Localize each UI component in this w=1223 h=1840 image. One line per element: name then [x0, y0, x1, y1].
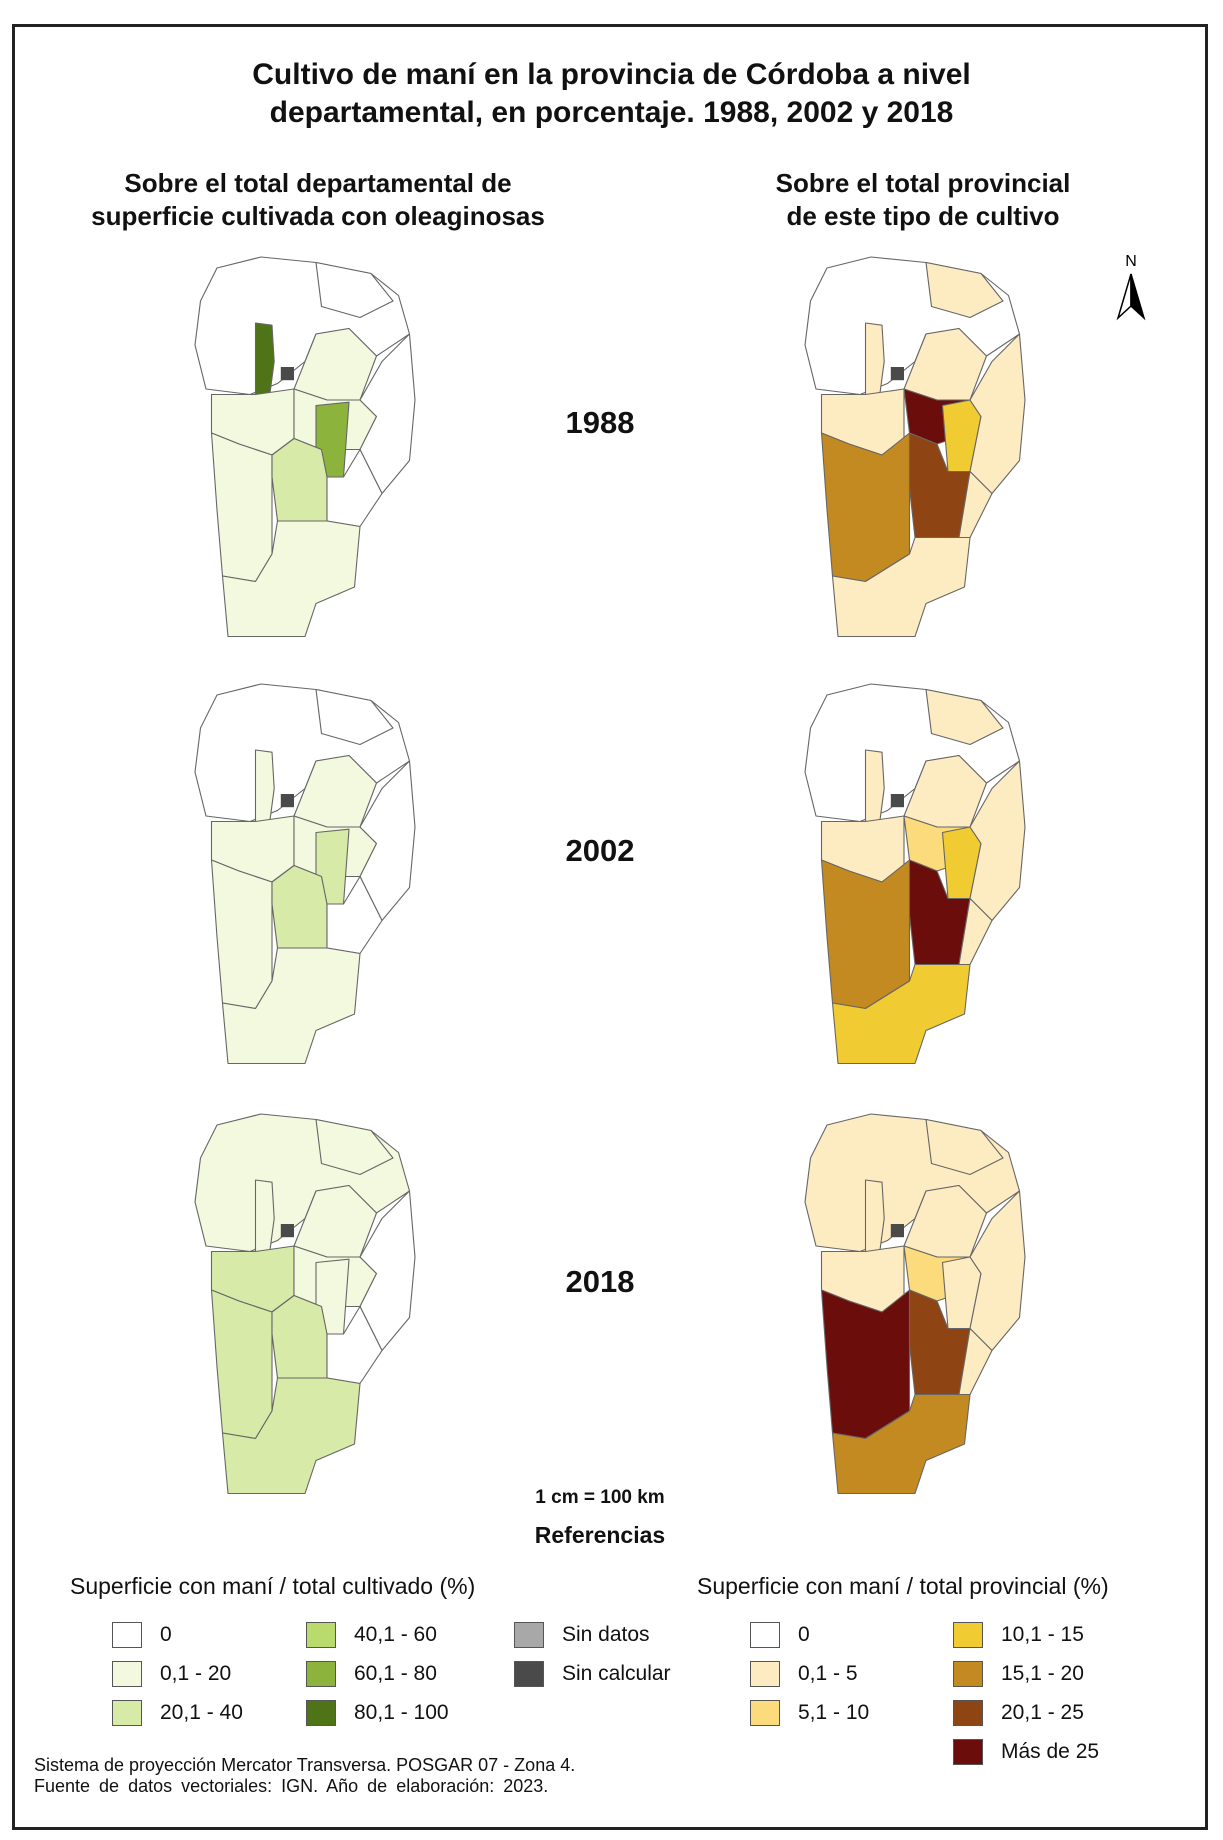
left-column-title: Sobre el total departamental de superfic… [91, 168, 545, 231]
legend-right-item: 0,1 - 5 [750, 1660, 858, 1688]
legend-left-item: Sin calcular [514, 1660, 671, 1688]
capital-marker [890, 367, 904, 381]
map-left-1988 [194, 256, 416, 638]
year-label-1988: 1988 [565, 405, 635, 440]
department-region [315, 261, 394, 319]
legend-swatch [306, 1700, 336, 1726]
legend-right-title: Superficie con maní / total provincial (… [697, 1573, 1109, 1599]
map-right-2002 [804, 683, 1026, 1065]
legend-swatch [953, 1739, 983, 1765]
map-frame [12, 24, 1208, 1830]
legend-swatch [750, 1622, 780, 1648]
capital-marker [280, 794, 294, 808]
map-right-1988 [804, 256, 1026, 638]
legend-left-item: 60,1 - 80 [306, 1660, 437, 1688]
department-region [254, 1179, 275, 1253]
department-region [221, 520, 361, 638]
legend-left-item: 80,1 - 100 [306, 1699, 449, 1727]
department-region [831, 963, 971, 1065]
legend-swatch [306, 1622, 336, 1648]
right-column-title: Sobre el total provincial de este tipo d… [775, 168, 1071, 231]
legend-swatch [953, 1700, 983, 1726]
legend-right-item: 20,1 - 25 [953, 1699, 1084, 1727]
department-region [315, 1118, 394, 1176]
source-note: Sistema de proyección Mercator Transvers… [34, 1755, 576, 1796]
department-region [254, 749, 275, 823]
department-region [925, 1118, 1004, 1176]
capital-marker [890, 794, 904, 808]
legend-left-item: 0,1 - 20 [112, 1660, 231, 1688]
map-left-2018 [194, 1113, 416, 1495]
legend-right-item: 15,1 - 20 [953, 1660, 1084, 1688]
legend-swatch [514, 1661, 544, 1687]
department-region [925, 261, 1004, 319]
department-region [969, 333, 1026, 495]
legend-swatch [112, 1622, 142, 1648]
legend-right-item: 0 [750, 1621, 810, 1649]
legend-left-item: Sin datos [514, 1621, 650, 1649]
legend-left-title: Superficie con maní / total cultivado (%… [70, 1573, 476, 1599]
department-region [831, 1393, 971, 1495]
department-region [221, 947, 361, 1065]
legend-swatch [750, 1700, 780, 1726]
department-region [864, 322, 885, 396]
department-region [210, 859, 273, 1010]
department-region [221, 1377, 361, 1495]
north-label: N [1125, 253, 1137, 270]
department-region [315, 688, 394, 746]
legend-swatch [514, 1622, 544, 1648]
department-region [925, 688, 1004, 746]
department-region [210, 432, 273, 583]
map-right-2018 [804, 1113, 1026, 1495]
department-region [254, 322, 275, 396]
department-region [359, 760, 416, 922]
capital-marker [280, 1224, 294, 1238]
north-arrow-icon: N [1116, 253, 1146, 321]
department-region [969, 1190, 1026, 1352]
references-label: Referencias [534, 1522, 666, 1548]
legend-left-item: 0 [112, 1621, 172, 1649]
map-title: Cultivo de maní en la provincia de Córdo… [252, 58, 971, 129]
department-region [271, 437, 328, 522]
legend-left-item: 40,1 - 60 [306, 1621, 437, 1649]
legend-left-item: 20,1 - 40 [112, 1699, 243, 1727]
department-region [271, 864, 328, 949]
scale-label: 1 cm = 100 km [535, 1487, 665, 1508]
legend-swatch [112, 1661, 142, 1687]
department-region [820, 1289, 911, 1440]
legend-swatch [306, 1661, 336, 1687]
department-region [831, 536, 971, 638]
department-region [359, 333, 416, 495]
department-region [864, 749, 885, 823]
capital-marker [890, 1224, 904, 1238]
year-label-2002: 2002 [565, 833, 635, 868]
legend-swatch [953, 1661, 983, 1687]
capital-marker [280, 367, 294, 381]
department-region [969, 760, 1026, 922]
legend-right-item: Más de 25 [953, 1738, 1099, 1766]
map-left-2002 [194, 683, 416, 1065]
legend-swatch [750, 1661, 780, 1687]
legend-right-item: 10,1 - 15 [953, 1621, 1084, 1649]
department-region [864, 1179, 885, 1253]
legend-swatch [112, 1700, 142, 1726]
department-region [820, 859, 911, 1010]
legend-swatch [953, 1622, 983, 1648]
department-region [820, 432, 911, 583]
department-region [271, 1294, 328, 1379]
department-region [210, 1289, 273, 1440]
department-region [359, 1190, 416, 1352]
year-label-2018: 2018 [565, 1264, 635, 1299]
legend-right-item: 5,1 - 10 [750, 1699, 869, 1727]
